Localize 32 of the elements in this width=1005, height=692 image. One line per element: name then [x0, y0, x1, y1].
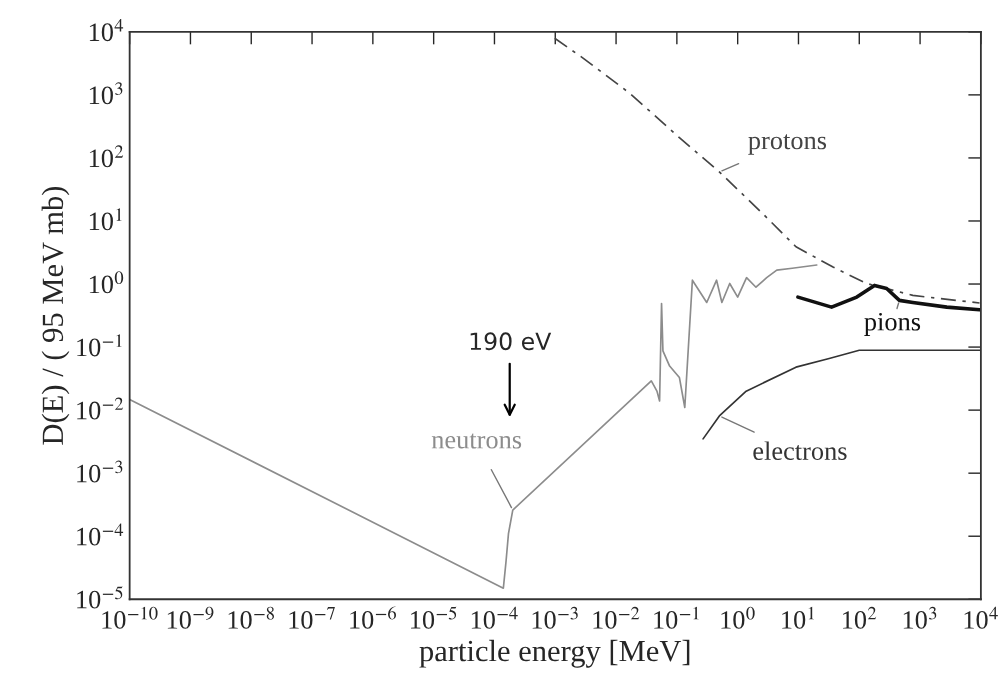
- series-label: neutrons: [431, 433, 522, 449]
- x-tick-label: 10$^{−10}$: [102, 606, 158, 629]
- x-tick-label: 10$^{−8}$: [228, 606, 274, 629]
- y-tick-label: 10$^{0}$: [89, 271, 124, 294]
- x-axis-title: particle energy [MeV]: [419, 639, 690, 668]
- x-tick-label: 10$^{−9}$: [167, 606, 214, 629]
- x-tick-label: 10$^{2}$: [842, 606, 877, 629]
- y-tick-label: 10$^{−2}$: [77, 397, 124, 420]
- annotation: 190 eV: [470, 332, 552, 351]
- x-tick-label: 10$^{0}$: [721, 606, 755, 629]
- y-tick-label: 10$^{−5}$: [77, 586, 123, 609]
- x-tick-label: 10$^{−2}$: [593, 606, 640, 629]
- x-tick-label: 10$^{−5}$: [411, 606, 457, 629]
- y-axis-title: D(E) / ( 95 MeV mb): [41, 186, 70, 445]
- x-tick-label: 10$^{−7}$: [289, 607, 335, 629]
- y-tick-label: 10$^{3}$: [89, 82, 123, 105]
- x-tick-label: 10$^{−1}$: [654, 606, 699, 629]
- y-tick-label: 10$^{−3}$: [77, 460, 123, 483]
- x-tick-label: 10$^{3}$: [903, 606, 937, 629]
- y-tick-label: 10$^{−4}$: [77, 523, 124, 546]
- series-label: protons: [748, 134, 827, 155]
- x-tick-label: 10$^{−4}$: [471, 606, 518, 629]
- y-tick-label: 10$^{−1}$: [77, 334, 122, 357]
- y-tick-label: 10$^{2}$: [89, 145, 124, 168]
- x-tick-label: 10$^{1}$: [782, 606, 814, 629]
- y-tick-label: 10$^{4}$: [89, 19, 124, 42]
- y-tick-label: 10$^{1}$: [89, 208, 122, 231]
- x-tick-label: 10$^{−3}$: [532, 606, 578, 629]
- x-tick-label: 10$^{4}$: [964, 606, 998, 629]
- series-label: electrons: [753, 441, 847, 460]
- series-label: pions: [864, 312, 921, 336]
- x-tick-label: 10$^{−6}$: [350, 606, 397, 629]
